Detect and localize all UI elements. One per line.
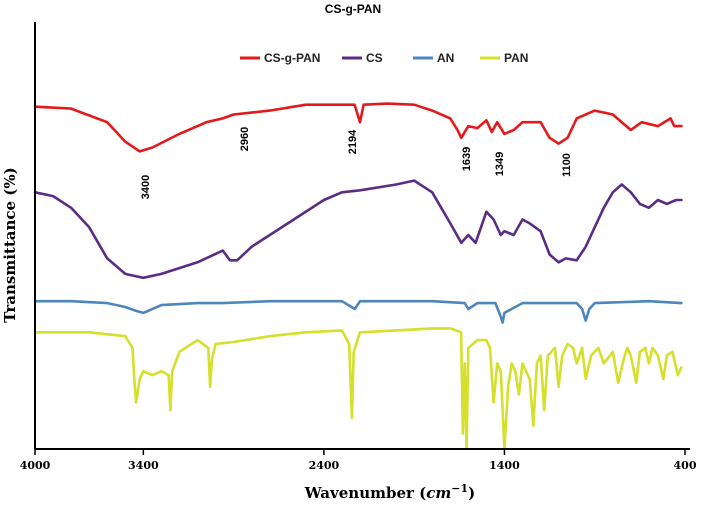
x-tick-layer: 4000 3400 2400 1400 400 (20, 449, 697, 472)
x-axis-label-unit: cm (426, 484, 451, 502)
annotation-layer: 3400 2960 2194 1639 1349 1100 (140, 127, 573, 199)
series-line-cs-g-pan (33, 102, 683, 153)
series-layer (33, 102, 683, 451)
x-tick-label-2400: 2400 (309, 459, 340, 472)
x-tick-label-1400: 1400 (489, 459, 520, 472)
x-tick-label-400: 400 (674, 459, 697, 472)
legend-label-cs: CS (366, 51, 383, 65)
x-tick-label-4000: 4000 (20, 459, 51, 472)
y-axis-label: Transmittance (%) (1, 167, 19, 322)
series-line-cs (33, 179, 683, 280)
legend: CS-g-PAN CS AN PAN (240, 51, 528, 65)
x-axis-label-close: ) (468, 484, 475, 502)
peak-label-2194: 2194 (347, 129, 359, 154)
x-axis-label-main: Wavenumber ( (304, 484, 426, 502)
legend-label-an: AN (437, 51, 454, 65)
peak-label-1639: 1639 (461, 147, 473, 171)
x-tick-label-3400: 3400 (128, 459, 159, 472)
peak-label-1349: 1349 (494, 152, 506, 176)
legend-label-pan: PAN (504, 51, 528, 65)
legend-label-cs-g-pan: CS-g-PAN (264, 51, 320, 65)
peak-label-2960: 2960 (239, 127, 251, 151)
x-axis-label: Wavenumber (cm−1) (304, 482, 475, 502)
series-line-pan (33, 327, 683, 451)
peak-label-1100: 1100 (561, 153, 573, 177)
peak-label-3400: 3400 (140, 175, 152, 199)
chart-title: CS-g-PAN (325, 2, 381, 16)
series-line-an (33, 299, 683, 324)
x-axis-label-exp: −1 (451, 482, 468, 495)
